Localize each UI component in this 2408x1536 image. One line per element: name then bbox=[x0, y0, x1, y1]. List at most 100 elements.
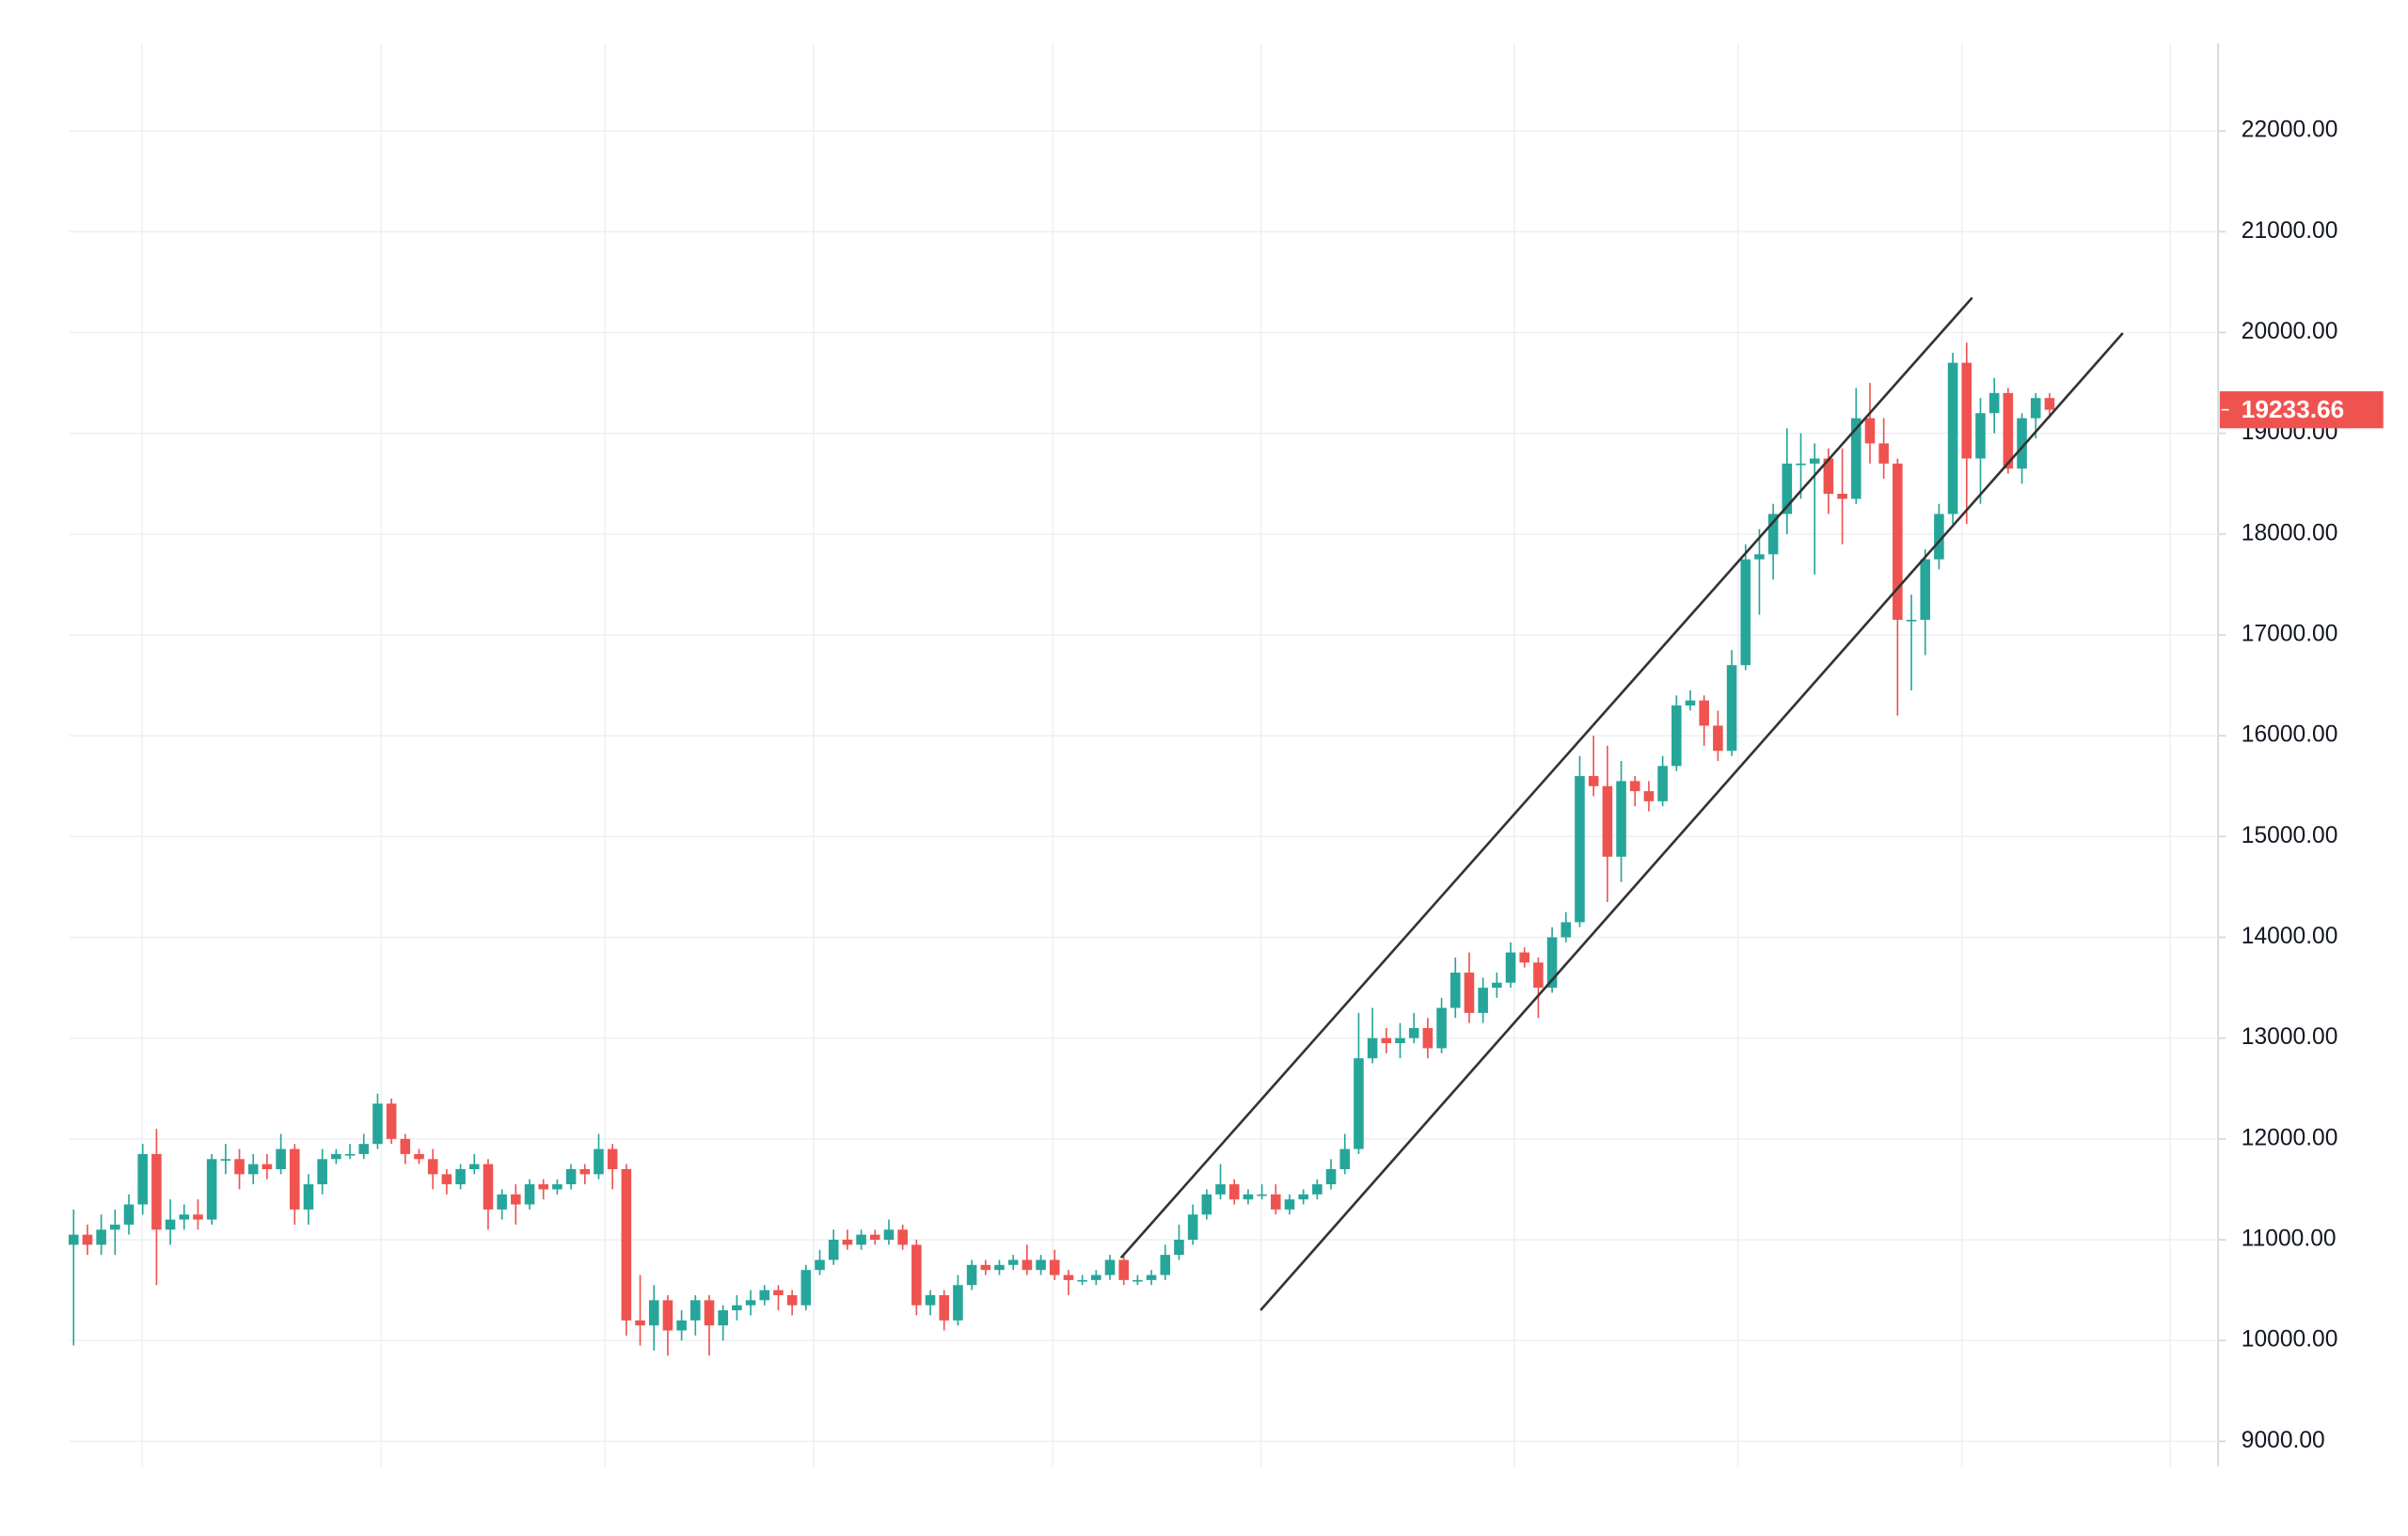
candle-body bbox=[1007, 1259, 1019, 1265]
y-tick-label: 15000.00 bbox=[2242, 823, 2338, 848]
candle-body bbox=[1312, 1184, 1323, 1195]
candle-body bbox=[1629, 781, 1640, 792]
candle-body bbox=[1436, 1007, 1447, 1049]
candle-body bbox=[538, 1184, 549, 1190]
candle-body bbox=[400, 1138, 411, 1154]
candle-body bbox=[358, 1144, 370, 1154]
candle-body bbox=[1298, 1194, 1308, 1200]
candle-body bbox=[1657, 766, 1668, 801]
candle-body bbox=[1519, 952, 1530, 963]
candle-body bbox=[110, 1224, 120, 1230]
candle-body bbox=[1616, 781, 1626, 857]
trend-line bbox=[1259, 332, 2124, 1311]
candle-body bbox=[1036, 1259, 1046, 1271]
candle-body bbox=[953, 1285, 963, 1321]
candle-body bbox=[1133, 1279, 1143, 1282]
candle-body bbox=[1063, 1275, 1074, 1280]
candle-body bbox=[234, 1159, 245, 1175]
candle-body bbox=[815, 1259, 825, 1271]
candle-body bbox=[1325, 1169, 1337, 1185]
candle-body bbox=[1174, 1240, 1184, 1256]
candle-body bbox=[455, 1169, 466, 1185]
y-tick-label: 10000.00 bbox=[2242, 1327, 2338, 1353]
candle-body bbox=[1450, 973, 1461, 1008]
candle-body bbox=[621, 1169, 632, 1321]
last-price-tag bbox=[2219, 390, 2384, 429]
candle-body bbox=[1077, 1279, 1087, 1282]
candle-body bbox=[842, 1240, 853, 1245]
candle-body bbox=[1284, 1199, 1295, 1210]
candle-body bbox=[1809, 458, 1820, 464]
candle-body bbox=[68, 1234, 79, 1245]
candle-body bbox=[1906, 619, 1917, 622]
candle-body bbox=[82, 1234, 93, 1245]
candle-body bbox=[1271, 1194, 1281, 1210]
candle-body bbox=[317, 1159, 327, 1185]
candle-body bbox=[1022, 1259, 1033, 1271]
y-tick-label: 16000.00 bbox=[2242, 722, 2338, 748]
candle-body bbox=[939, 1294, 950, 1321]
y-tick-label: 21000.00 bbox=[2242, 218, 2338, 244]
candle-body bbox=[1243, 1194, 1254, 1200]
candle-body bbox=[856, 1234, 866, 1245]
candle-body bbox=[1699, 700, 1709, 726]
y-tick-label: 22000.00 bbox=[2242, 118, 2338, 143]
candle-body bbox=[773, 1290, 784, 1295]
candle-body bbox=[331, 1153, 341, 1160]
candle-body bbox=[800, 1270, 812, 1306]
candle-body bbox=[1878, 443, 1889, 464]
candle-body bbox=[1823, 458, 1834, 494]
candle-body bbox=[704, 1300, 715, 1326]
candle-body bbox=[1920, 559, 1931, 620]
candle-body bbox=[1588, 776, 1599, 786]
candle-body bbox=[565, 1169, 577, 1185]
candle-body bbox=[290, 1148, 300, 1210]
candle-body bbox=[1257, 1194, 1267, 1196]
candle-body bbox=[1726, 665, 1737, 752]
candle-body bbox=[123, 1204, 135, 1225]
candle-body bbox=[179, 1214, 190, 1220]
candle-body bbox=[1837, 493, 1847, 499]
y-tick-label: 17000.00 bbox=[2242, 622, 2338, 647]
candle-body bbox=[1850, 418, 1861, 499]
candle-body bbox=[1091, 1275, 1101, 1280]
y-tick-label: 11000.00 bbox=[2242, 1227, 2337, 1252]
candle-body bbox=[1492, 982, 1502, 989]
candle-body bbox=[247, 1164, 259, 1175]
candle-body bbox=[648, 1300, 659, 1326]
candle-body bbox=[2017, 418, 2027, 469]
candle-body bbox=[1643, 791, 1655, 801]
candle-body bbox=[261, 1164, 273, 1170]
candle-body bbox=[662, 1300, 673, 1331]
candle-body bbox=[303, 1184, 314, 1210]
candle-body bbox=[925, 1294, 936, 1306]
candle-body bbox=[483, 1164, 494, 1210]
candle-body bbox=[441, 1174, 452, 1185]
candle-body bbox=[1988, 392, 2000, 414]
candle-body bbox=[524, 1184, 535, 1205]
candle-body bbox=[1160, 1255, 1171, 1275]
candle-body bbox=[883, 1229, 895, 1241]
candle-body bbox=[1671, 705, 1682, 767]
candle-body bbox=[1354, 1058, 1364, 1149]
candle-body bbox=[1049, 1259, 1060, 1275]
candle-body bbox=[1685, 700, 1696, 706]
candle-body bbox=[276, 1148, 286, 1170]
candle-body bbox=[1713, 725, 1723, 752]
candle-body bbox=[1104, 1259, 1116, 1275]
candle-body bbox=[386, 1103, 397, 1139]
candle-body bbox=[372, 1103, 383, 1145]
candle-body bbox=[497, 1194, 507, 1210]
candle-body bbox=[1381, 1037, 1392, 1044]
candle-body bbox=[2044, 398, 2055, 410]
candle-body bbox=[759, 1290, 770, 1301]
y-tick-label: 18000.00 bbox=[2242, 520, 2338, 546]
candle-body bbox=[1602, 785, 1613, 857]
candle-body bbox=[165, 1219, 176, 1230]
candle-body bbox=[96, 1229, 106, 1245]
candle-body bbox=[1754, 554, 1765, 560]
candle-body bbox=[966, 1264, 977, 1286]
candle-body bbox=[1767, 514, 1779, 555]
